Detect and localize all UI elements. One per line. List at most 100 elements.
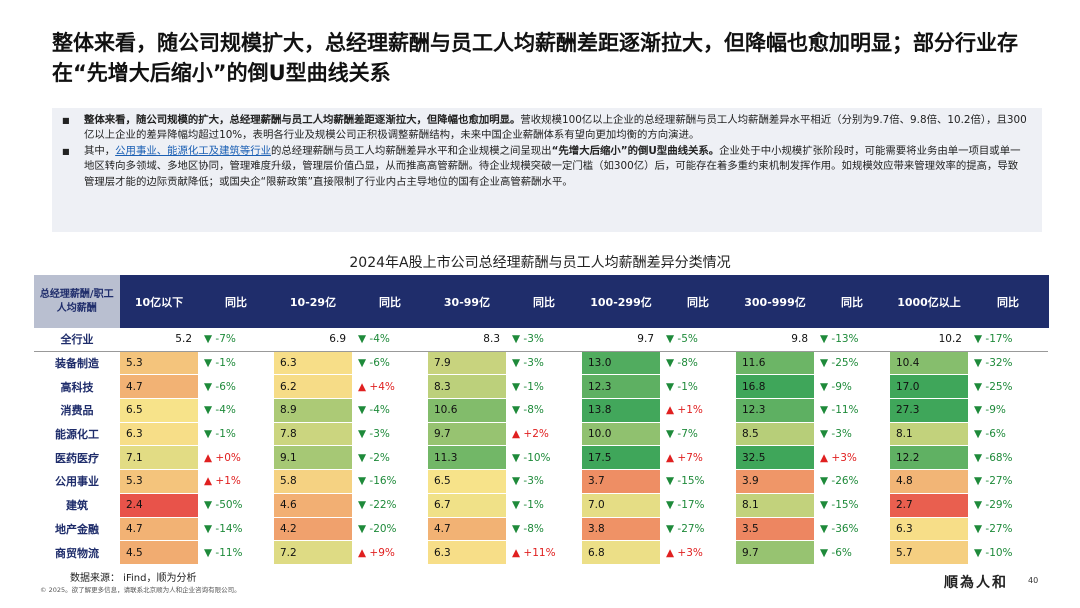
col-header-yoy: 同比	[506, 275, 583, 328]
row-label: 建筑	[34, 493, 120, 518]
ratio-cell: 7.9	[428, 351, 506, 376]
yoy-change-cell: ▲ +9%	[352, 540, 428, 565]
ratio-cell: 6.3	[120, 422, 198, 447]
yoy-change-cell: ▼ -8%	[506, 398, 582, 423]
yoy-change-cell: ▼ -10%	[968, 540, 1048, 565]
yoy-change-cell: ▼ -6%	[352, 351, 428, 376]
ratio-cell: 6.5	[428, 469, 506, 494]
col-header-yoy: 同比	[198, 275, 275, 328]
yoy-change-cell: ▼ -29%	[968, 493, 1048, 518]
col-header-300-999: 300-999亿	[736, 275, 815, 328]
ratio-cell: 10.2	[890, 328, 968, 352]
ratio-cell: 10.6	[428, 398, 506, 423]
yoy-change-cell: ▼ -27%	[660, 517, 736, 542]
row-label: 地产金融	[34, 517, 120, 542]
yoy-change-cell: ▼ -4%	[352, 398, 428, 423]
yoy-change-cell: ▲ +4%	[352, 374, 428, 400]
industry-link[interactable]: 公用事业、能源化工及建筑等行业	[115, 144, 272, 157]
ratio-cell: 7.0	[582, 493, 660, 518]
ratio-cell: 6.8	[582, 540, 660, 565]
ratio-cell: 8.1	[736, 493, 814, 518]
company-logo: 順為人和	[944, 575, 1008, 591]
ratio-cell: 4.7	[120, 517, 198, 542]
yoy-change-cell: ▲ +7%	[660, 445, 736, 471]
ratio-cell: 13.8	[582, 398, 660, 423]
table-row: 消费品 6.5 ▼ -4% 8.9 ▼ -4% 10.6 ▼ -8% 13.8 ▲ +1% 12.…	[34, 398, 1048, 423]
yoy-change-cell: ▼ -15%	[814, 493, 890, 518]
ratio-cell: 17.5	[582, 445, 660, 471]
page-number: 40	[1028, 576, 1039, 585]
yoy-change-cell: ▼ -25%	[968, 374, 1048, 400]
yoy-change-cell: ▲ +11%	[506, 540, 582, 565]
col-header-yoy: 同比	[352, 275, 429, 328]
ratio-cell: 10.0	[582, 422, 660, 447]
yoy-change-cell: ▼ -16%	[352, 469, 428, 494]
bullet-1-text: 营收规模100亿以上企业的总经理薪酬与员工人均薪酬差异水平相近（分别为9.7倍、…	[84, 114, 1027, 142]
ratio-cell: 9.8	[736, 328, 814, 352]
row-label: 全行业	[34, 328, 120, 352]
yoy-change-cell: ▼ -26%	[814, 469, 890, 494]
ratio-cell: 12.2	[890, 445, 968, 471]
col-header-10-29: 10-29亿	[274, 275, 353, 328]
col-header-yoy: 同比	[814, 275, 891, 328]
table-row: 医药医疗 7.1 ▲ +0% 9.1 ▼ -2% 11.3 ▼ -10% 17.5 ▲ +7% 3…	[34, 445, 1048, 471]
ratio-cell: 6.9	[274, 328, 352, 352]
yoy-change-cell: ▼ -11%	[198, 540, 274, 565]
summary-bullet-2: ■ 其中，公用事业、能源化工及建筑等行业的总经理薪酬与员工人均薪酬差异水平和企业…	[62, 144, 1028, 190]
col-header-yoy: 同比	[660, 275, 737, 328]
ratio-cell: 4.6	[274, 493, 352, 518]
yoy-change-cell: ▼ -68%	[968, 445, 1048, 471]
yoy-change-cell: ▼ -27%	[968, 517, 1048, 542]
table-row-total: 全行业 5.2 ▼ -7% 6.9 ▼ -4% 8.3 ▼ -3% 9.7 ▼ -5% 9.8 ▼ …	[34, 328, 1048, 352]
col-header-yoy: 同比	[968, 275, 1049, 328]
yoy-change-cell: ▼ -9%	[968, 398, 1048, 423]
col-header-30-99: 30-99亿	[428, 275, 507, 328]
yoy-change-cell: ▼ -4%	[198, 398, 274, 423]
ratio-cell: 5.3	[120, 351, 198, 376]
yoy-change-cell: ▲ +1%	[198, 469, 274, 494]
table-row: 商贸物流 4.5 ▼ -11% 7.2 ▲ +9% 6.3 ▲ +11% 6.8 ▲ +3% 9.…	[34, 540, 1048, 565]
yoy-change-cell: ▼ -17%	[660, 493, 736, 518]
ratio-cell: 4.8	[890, 469, 968, 494]
row-label: 公用事业	[34, 469, 120, 494]
ratio-cell: 6.3	[274, 351, 352, 376]
ratio-cell: 6.3	[428, 540, 506, 565]
yoy-change-cell: ▼ -8%	[660, 351, 736, 376]
yoy-change-cell: ▼ -15%	[660, 469, 736, 494]
ratio-cell: 32.5	[736, 445, 814, 471]
ratio-cell: 8.3	[428, 374, 506, 400]
yoy-change-cell: ▼ -11%	[814, 398, 890, 423]
yoy-change-cell: ▼ -25%	[814, 351, 890, 376]
ratio-cell: 7.2	[274, 540, 352, 565]
bullet-icon: ■	[62, 116, 70, 125]
row-label: 装备制造	[34, 351, 120, 376]
ratio-cell: 6.5	[120, 398, 198, 423]
ratio-cell: 3.7	[582, 469, 660, 494]
yoy-change-cell: ▼ -3%	[352, 422, 428, 447]
yoy-change-cell: ▼ -32%	[968, 351, 1048, 376]
data-source: 数据来源： iFind，顺为分析	[70, 573, 197, 584]
yoy-change-cell: ▼ -27%	[968, 469, 1048, 494]
ratio-cell: 8.9	[274, 398, 352, 423]
ratio-cell: 6.7	[428, 493, 506, 518]
ratio-cell: 8.1	[890, 422, 968, 447]
yoy-change-cell: ▼ -9%	[814, 374, 890, 400]
yoy-change-cell: ▼ -1%	[198, 351, 274, 376]
ratio-cell: 5.7	[890, 540, 968, 565]
table-row: 地产金融 4.7 ▼ -14% 4.2 ▼ -20% 4.7 ▼ -8% 3.8 ▼ -27% 3…	[34, 517, 1048, 542]
bullet-icon: ■	[62, 146, 70, 156]
yoy-change-cell: ▲ +2%	[506, 422, 582, 447]
yoy-change-cell: ▲ +3%	[814, 445, 890, 471]
bullet-1-bold: 整体来看，随公司规模的扩大，总经理薪酬与员工人均薪酬差距逐渐拉大，但降幅也愈加明…	[84, 114, 521, 126]
bullet-2-prefix: 其中，	[84, 144, 116, 157]
col-header-over-1000: 1000亿以上	[890, 275, 969, 328]
table-row: 建筑 2.4 ▼ -50% 4.6 ▼ -22% 6.7 ▼ -1% 7.0 ▼ -17% 8.1…	[34, 493, 1048, 518]
table-row: 高科技 4.7 ▼ -6% 6.2 ▲ +4% 8.3 ▼ -1% 12.3 ▼ -1% 16.8…	[34, 374, 1048, 400]
ratio-cell: 6.3	[890, 517, 968, 542]
table-row: 能源化工 6.3 ▼ -1% 7.8 ▼ -3% 9.7 ▲ +2% 10.0 ▼ -7% 8.5…	[34, 422, 1048, 447]
ratio-cell: 2.4	[120, 493, 198, 518]
ratio-cell: 3.9	[736, 469, 814, 494]
yoy-change-cell: ▼ -6%	[198, 374, 274, 400]
yoy-change-cell: ▼ -3%	[506, 469, 582, 494]
copyright: © 2025。欲了解更多信息，请联系北京顺为人和企业咨询有限公司。	[40, 586, 241, 594]
